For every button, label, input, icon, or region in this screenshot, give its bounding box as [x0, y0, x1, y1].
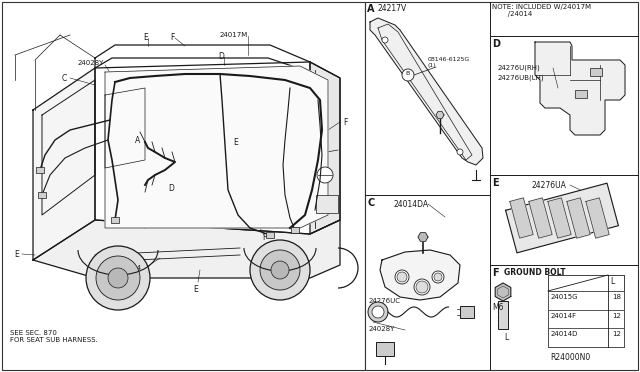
Text: NOTE: INCLUDED W/24017M
       /24014: NOTE: INCLUDED W/24017M /24014 [492, 4, 591, 17]
Circle shape [368, 302, 388, 322]
Circle shape [432, 271, 444, 283]
Text: 24276UB(LH): 24276UB(LH) [498, 74, 545, 80]
Polygon shape [567, 198, 590, 238]
Bar [316, 195, 338, 213]
Bar [548, 291, 624, 310]
Circle shape [382, 37, 388, 43]
Polygon shape [586, 198, 609, 238]
Bar [2, 2, 365, 370]
Circle shape [260, 250, 300, 290]
Bar [460, 306, 474, 318]
Circle shape [372, 306, 384, 318]
Text: D: D [218, 52, 224, 61]
Polygon shape [495, 283, 511, 301]
Polygon shape [310, 62, 340, 234]
Text: E: E [492, 178, 499, 188]
Text: SEE SEC. 870
FOR SEAT SUB HARNESS.: SEE SEC. 870 FOR SEAT SUB HARNESS. [10, 330, 98, 343]
Text: E: E [233, 138, 237, 147]
Text: F: F [262, 233, 266, 242]
Text: 12: 12 [612, 313, 621, 319]
Circle shape [457, 149, 463, 155]
Text: A: A [135, 136, 140, 145]
Text: F: F [170, 33, 174, 42]
Text: F: F [343, 118, 348, 127]
Text: 08146-6125G
(1): 08146-6125G (1) [428, 57, 470, 68]
Text: B: B [405, 71, 409, 76]
Text: 24217V: 24217V [377, 4, 406, 13]
Polygon shape [510, 198, 533, 238]
Text: 24028Y: 24028Y [369, 326, 396, 332]
Text: 24015G: 24015G [551, 294, 579, 300]
Circle shape [397, 272, 407, 282]
Circle shape [271, 261, 289, 279]
Polygon shape [370, 18, 483, 165]
Circle shape [416, 281, 428, 293]
Bar [38, 192, 46, 198]
Bar [291, 227, 299, 233]
Bar [365, 2, 638, 370]
Text: 24014D: 24014D [551, 331, 579, 337]
Text: 24014DA: 24014DA [393, 200, 428, 209]
Bar [376, 342, 394, 356]
Polygon shape [418, 232, 428, 241]
Polygon shape [380, 250, 460, 300]
Polygon shape [535, 42, 625, 135]
Text: E: E [14, 250, 19, 259]
Text: 18: 18 [612, 294, 621, 300]
Text: E: E [143, 33, 148, 42]
Circle shape [96, 256, 140, 300]
Circle shape [250, 240, 310, 300]
Text: R24000N0: R24000N0 [550, 353, 590, 362]
Polygon shape [95, 62, 340, 234]
Bar [498, 301, 508, 329]
Text: C: C [62, 74, 67, 83]
Text: E: E [193, 285, 198, 294]
Bar [111, 217, 119, 223]
Text: GROUND BOLT: GROUND BOLT [504, 268, 566, 277]
Text: C: C [367, 198, 374, 208]
Text: A: A [367, 4, 374, 14]
Text: M6: M6 [492, 303, 504, 312]
Text: 12: 12 [612, 331, 621, 337]
Text: 24276U(RH): 24276U(RH) [498, 64, 541, 71]
Bar [36, 167, 44, 173]
Polygon shape [33, 68, 95, 260]
Polygon shape [33, 220, 340, 278]
Text: 24276UC: 24276UC [369, 298, 401, 304]
Circle shape [434, 273, 442, 281]
Bar [590, 68, 602, 76]
Polygon shape [95, 45, 310, 72]
Polygon shape [506, 183, 618, 253]
Bar [548, 275, 624, 347]
Bar [266, 232, 274, 238]
Polygon shape [436, 112, 444, 118]
Text: L: L [504, 333, 508, 342]
Text: 24028Y: 24028Y [78, 60, 104, 66]
Polygon shape [548, 198, 571, 238]
Text: 24014F: 24014F [551, 313, 577, 319]
Text: 24276UA: 24276UA [532, 181, 567, 190]
Text: 24017M: 24017M [220, 32, 248, 38]
Circle shape [414, 279, 430, 295]
Bar [548, 310, 624, 328]
Circle shape [395, 270, 409, 284]
Text: D: D [168, 184, 174, 193]
Polygon shape [105, 66, 328, 228]
Circle shape [317, 167, 333, 183]
Circle shape [86, 246, 150, 310]
Bar [575, 90, 587, 98]
Bar [548, 328, 624, 347]
Text: F: F [492, 268, 499, 278]
Text: D: D [492, 39, 500, 49]
Text: L: L [610, 277, 614, 286]
Bar [548, 275, 624, 291]
Circle shape [108, 268, 128, 288]
Polygon shape [529, 198, 552, 238]
Circle shape [402, 69, 414, 81]
Text: 24014: 24014 [120, 265, 142, 271]
